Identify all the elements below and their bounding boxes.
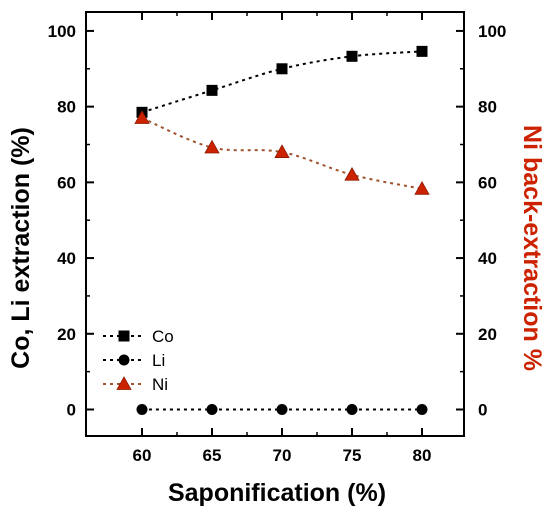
axes: 60 65 70 75 80 0 0 20 20 40 40 60 60 80 80 100 100	[48, 11, 506, 465]
x-tick-label-1: 65	[203, 446, 222, 465]
y-left-tick-label-5: 100	[48, 22, 76, 41]
point-li-80	[416, 404, 428, 415]
y-right-tick-label-3: 60	[478, 173, 497, 192]
legend-marker-li	[118, 354, 130, 366]
y-right-tick-label-2: 40	[478, 249, 497, 268]
point-ni-60	[134, 110, 150, 124]
x-tick-label-2: 70	[273, 446, 292, 465]
legend-label-li: Li	[152, 351, 165, 370]
point-li-70	[276, 404, 288, 415]
point-ni-65	[204, 139, 220, 154]
point-ni-80	[414, 180, 430, 195]
y-right-tick-label-5: 100	[478, 22, 506, 41]
legend: Co Li Ni	[103, 327, 174, 394]
y-axis-right-title: Ni back-extraction %	[518, 125, 546, 371]
x-axis-title: Saponification (%)	[168, 479, 386, 507]
x-tick-label-3: 75	[343, 446, 362, 465]
y-axis-left-title: Co, Li extraction (%)	[7, 127, 35, 369]
y-right-tick-label-1: 20	[478, 325, 497, 344]
point-li-65	[206, 404, 218, 415]
legend-marker-co	[118, 330, 130, 342]
y-left-tick-label-1: 20	[57, 325, 76, 344]
y-right-tick-label-4: 80	[478, 98, 497, 117]
point-li-60	[136, 404, 148, 415]
legend-marker-ni	[116, 376, 132, 390]
series-line-co	[141, 50, 423, 114]
point-co-80	[416, 45, 428, 57]
series-line-ni	[141, 117, 423, 190]
plot-frame	[85, 11, 465, 437]
x-tick-label-4: 80	[413, 446, 432, 465]
point-li-75	[346, 404, 358, 415]
y-left-tick-label-3: 60	[57, 173, 76, 192]
point-ni-75	[344, 166, 360, 181]
y-left-tick-label-2: 40	[57, 249, 76, 268]
y-left-tick-label-4: 80	[57, 98, 76, 117]
y-right-tick-label-0: 0	[478, 401, 487, 420]
x-tick-label-0: 60	[133, 446, 152, 465]
point-co-65	[206, 84, 218, 96]
legend-label-co: Co	[152, 327, 174, 346]
series-layer	[134, 45, 430, 415]
point-ni-70	[274, 144, 290, 158]
point-co-75	[346, 50, 358, 62]
legend-label-ni: Ni	[152, 375, 168, 394]
point-co-70	[276, 63, 288, 75]
y-left-tick-label-0: 0	[67, 401, 76, 420]
